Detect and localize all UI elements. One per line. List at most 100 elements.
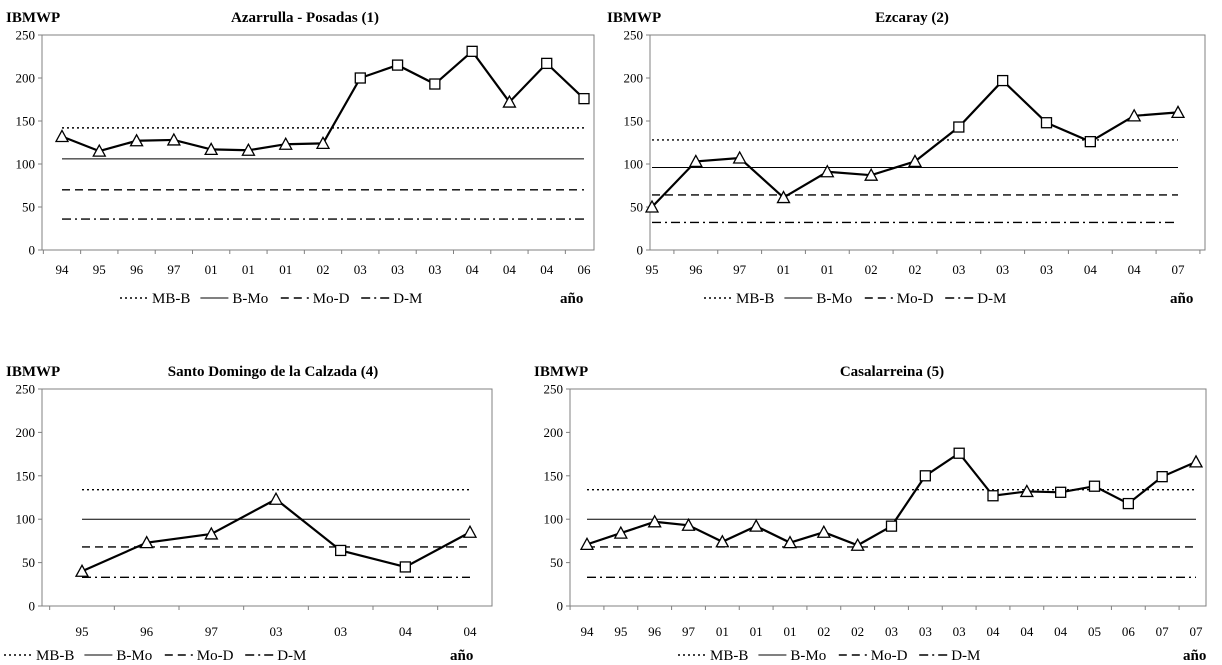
x-tick-label: 02 [865, 262, 878, 277]
x-tick-label: 01 [205, 262, 218, 277]
data-point-triangle [166, 132, 181, 146]
data-point-square [953, 447, 965, 459]
legend: MB-B B-Mo Mo-D D-M [4, 648, 306, 664]
data-point-triangle [749, 518, 764, 532]
x-tick-label: 01 [750, 624, 763, 639]
y-tick-label: 150 [16, 114, 36, 129]
x-tick-label: 03 [334, 624, 347, 639]
legend-label: MB-B [152, 291, 190, 307]
data-point-square [399, 561, 411, 573]
x-tick-label: 97 [733, 262, 747, 277]
data-point-square [1084, 135, 1096, 148]
legend-label: MB-B [36, 648, 74, 664]
chart-title: Azarrulla - Posadas (1) [231, 10, 379, 26]
data-point-triangle [782, 535, 798, 549]
x-tick-label: 04 [1128, 262, 1142, 277]
data-point-triangle [129, 133, 144, 147]
y-tick-label: 150 [544, 468, 564, 483]
data-point-triangle [315, 136, 331, 150]
data-point-triangle [268, 491, 284, 505]
x-tick-label: 01 [777, 262, 790, 277]
x-tick-label: 04 [464, 624, 478, 639]
y-tick-label: 250 [16, 382, 36, 397]
plot-area [649, 34, 1206, 251]
y-tick-label: 100 [624, 157, 644, 172]
data-point-triangle [1188, 454, 1204, 468]
plot-area [569, 388, 1207, 607]
x-tick-label: 07 [1156, 624, 1170, 639]
data-point-square [429, 78, 441, 90]
data-point-triangle [139, 535, 154, 549]
y-tick-label: 0 [29, 599, 36, 614]
x-tick-label: 97 [205, 624, 219, 639]
legend: MB-B B-Mo Mo-D D-M [678, 648, 980, 664]
x-tick-label: 02 [317, 262, 330, 277]
legend-label: D-M [393, 291, 422, 307]
y-tick-label: 50 [550, 555, 563, 570]
y-tick-label: 200 [624, 71, 644, 86]
legend-label: Mo-D [313, 291, 350, 307]
series-line [651, 79, 1179, 208]
data-point-triangle [74, 563, 90, 577]
data-point-square [885, 520, 898, 532]
legend-label: D-M [951, 648, 980, 664]
data-point-triangle [241, 142, 256, 156]
x-tick-label: 04 [466, 262, 480, 277]
x-tick-label: 06 [578, 262, 592, 277]
x-tick-label: 07 [1190, 624, 1204, 639]
y-tick-label: 150 [16, 468, 36, 483]
y-tick-label: 100 [16, 157, 36, 172]
y-tick-label: 250 [16, 28, 36, 43]
y-tick-label: 0 [29, 243, 36, 258]
legend-label: B-Mo [816, 291, 852, 307]
x-tick-label: 03 [885, 624, 898, 639]
y-tick-label: 250 [624, 28, 644, 43]
data-point-square [1055, 486, 1067, 498]
x-axis-label: año [1170, 291, 1193, 307]
data-point-square [1040, 117, 1053, 129]
data-point-triangle [776, 190, 791, 204]
data-point-square [578, 92, 590, 105]
data-point-square [335, 544, 347, 557]
x-tick-label: 03 [919, 624, 932, 639]
x-tick-label: 04 [503, 262, 517, 277]
data-point-square [541, 57, 553, 70]
x-tick-label: 02 [817, 624, 830, 639]
data-point-triangle [820, 164, 835, 178]
data-point-triangle [644, 199, 660, 213]
data-point-triangle [816, 524, 831, 538]
x-axis-label: año [560, 291, 583, 307]
data-point-square [354, 72, 366, 84]
x-tick-label: 04 [1020, 624, 1034, 639]
legend-label: MB-B [710, 648, 748, 664]
x-tick-label: 02 [909, 262, 922, 277]
y-tick-label: 50 [22, 200, 35, 215]
x-tick-label: 94 [581, 624, 595, 639]
data-point-square [987, 490, 999, 502]
chart-title: Casalarreina (5) [840, 364, 944, 380]
data-point-triangle [850, 537, 865, 551]
y-axis-label: IBMWP [607, 10, 661, 26]
data-point-triangle [1019, 484, 1034, 498]
data-point-square [997, 74, 1009, 87]
data-point-square [919, 470, 931, 482]
y-tick-label: 150 [624, 114, 644, 129]
legend-label: Mo-D [897, 291, 934, 307]
data-point-triangle [54, 129, 70, 143]
x-tick-label: 04 [987, 624, 1001, 639]
legend-label: D-M [277, 648, 306, 664]
y-tick-label: 200 [16, 71, 36, 86]
x-tick-label: 04 [1054, 624, 1068, 639]
data-point-triangle [1170, 105, 1186, 119]
x-tick-label: 03 [953, 624, 966, 639]
plot-area [41, 388, 493, 607]
x-tick-label: 01 [821, 262, 834, 277]
data-point-triangle [864, 167, 879, 181]
data-point-triangle [613, 525, 628, 539]
legend-label: D-M [977, 291, 1006, 307]
data-point-triangle [907, 154, 923, 168]
data-point-triangle [715, 534, 730, 548]
data-point-square [466, 45, 478, 57]
data-point-square [953, 121, 965, 133]
x-axis-label: año [1183, 648, 1206, 664]
